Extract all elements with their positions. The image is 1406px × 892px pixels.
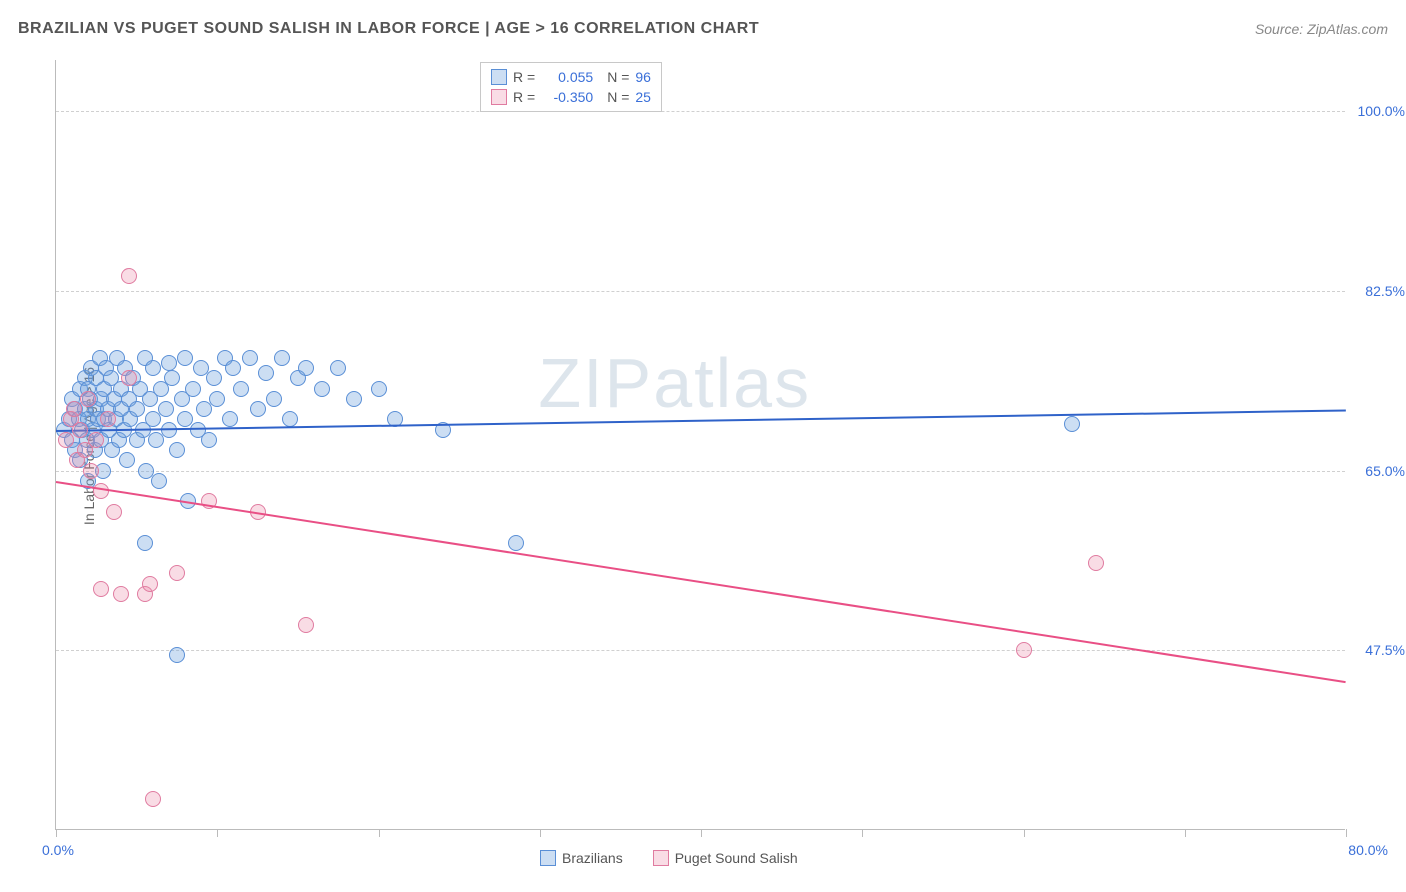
legend-n-value: 96: [635, 69, 651, 85]
legend-n-label: N =: [607, 89, 629, 105]
data-point: [266, 391, 282, 407]
data-point: [1016, 642, 1032, 658]
data-point: [1064, 416, 1080, 432]
data-point: [113, 586, 129, 602]
x-tick: [1346, 829, 1347, 837]
data-point: [121, 268, 137, 284]
y-tick-label: 65.0%: [1350, 463, 1405, 479]
x-tick: [862, 829, 863, 837]
data-point: [142, 576, 158, 592]
x-tick: [217, 829, 218, 837]
x-axis-max-label: 80.0%: [1348, 842, 1388, 858]
data-point: [206, 370, 222, 386]
x-axis-min-label: 0.0%: [42, 842, 74, 858]
legend-r-value: -0.350: [541, 89, 593, 105]
data-point: [80, 391, 96, 407]
data-point: [151, 473, 167, 489]
data-point: [58, 432, 74, 448]
legend-row: R = 0.055 N = 96: [491, 67, 651, 87]
data-point: [250, 401, 266, 417]
data-point: [298, 360, 314, 376]
source-label: Source: ZipAtlas.com: [1255, 21, 1388, 37]
legend-n-label: N =: [607, 69, 629, 85]
data-point: [1088, 555, 1104, 571]
legend-swatch: [491, 89, 507, 105]
data-point: [161, 355, 177, 371]
data-point: [137, 535, 153, 551]
data-point: [242, 350, 258, 366]
x-tick: [540, 829, 541, 837]
x-tick: [701, 829, 702, 837]
data-point: [201, 432, 217, 448]
data-point: [314, 381, 330, 397]
data-point: [177, 350, 193, 366]
gridline: [56, 471, 1345, 472]
data-point: [169, 442, 185, 458]
data-point: [72, 422, 88, 438]
data-point: [298, 617, 314, 633]
data-point: [121, 370, 137, 386]
x-tick: [1185, 829, 1186, 837]
data-point: [274, 350, 290, 366]
data-point: [145, 360, 161, 376]
y-tick-label: 82.5%: [1350, 283, 1405, 299]
chart-plot-area: ZIPatlas 47.5%65.0%82.5%100.0%: [55, 60, 1345, 830]
chart-title: BRAZILIAN VS PUGET SOUND SALISH IN LABOR…: [18, 20, 759, 38]
data-point: [185, 381, 201, 397]
data-point: [346, 391, 362, 407]
data-point: [233, 381, 249, 397]
legend-r-value: 0.055: [541, 69, 593, 85]
data-point: [93, 581, 109, 597]
data-point: [164, 370, 180, 386]
data-point: [100, 411, 116, 427]
legend-n-value: 25: [635, 89, 651, 105]
legend-r-label: R =: [513, 89, 535, 105]
legend-row: R = -0.350 N = 25: [491, 87, 651, 107]
gridline: [56, 291, 1345, 292]
data-point: [169, 647, 185, 663]
gridline: [56, 111, 1345, 112]
legend-swatch: [653, 850, 669, 866]
series-name: Brazilians: [562, 850, 623, 866]
y-tick-label: 47.5%: [1350, 642, 1405, 658]
data-point: [145, 791, 161, 807]
x-tick: [56, 829, 57, 837]
series-legend: Brazilians Puget Sound Salish: [540, 850, 798, 866]
data-point: [209, 391, 225, 407]
series-name: Puget Sound Salish: [675, 850, 798, 866]
data-point: [106, 504, 122, 520]
legend-swatch: [491, 69, 507, 85]
series-legend-item: Puget Sound Salish: [653, 850, 798, 866]
data-point: [282, 411, 298, 427]
data-point: [169, 565, 185, 581]
watermark: ZIPatlas: [538, 343, 811, 423]
data-point: [66, 401, 82, 417]
data-point: [119, 452, 135, 468]
data-point: [93, 483, 109, 499]
legend-swatch: [540, 850, 556, 866]
regression-line: [56, 481, 1346, 683]
y-tick-label: 100.0%: [1350, 103, 1405, 119]
x-tick: [1024, 829, 1025, 837]
x-tick: [379, 829, 380, 837]
data-point: [222, 411, 238, 427]
data-point: [83, 463, 99, 479]
series-legend-item: Brazilians: [540, 850, 623, 866]
legend-r-label: R =: [513, 69, 535, 85]
correlation-legend: R = 0.055 N = 96 R = -0.350 N = 25: [480, 62, 662, 112]
data-point: [258, 365, 274, 381]
data-point: [371, 381, 387, 397]
data-point: [225, 360, 241, 376]
data-point: [330, 360, 346, 376]
data-point: [88, 432, 104, 448]
data-point: [158, 401, 174, 417]
data-point: [508, 535, 524, 551]
